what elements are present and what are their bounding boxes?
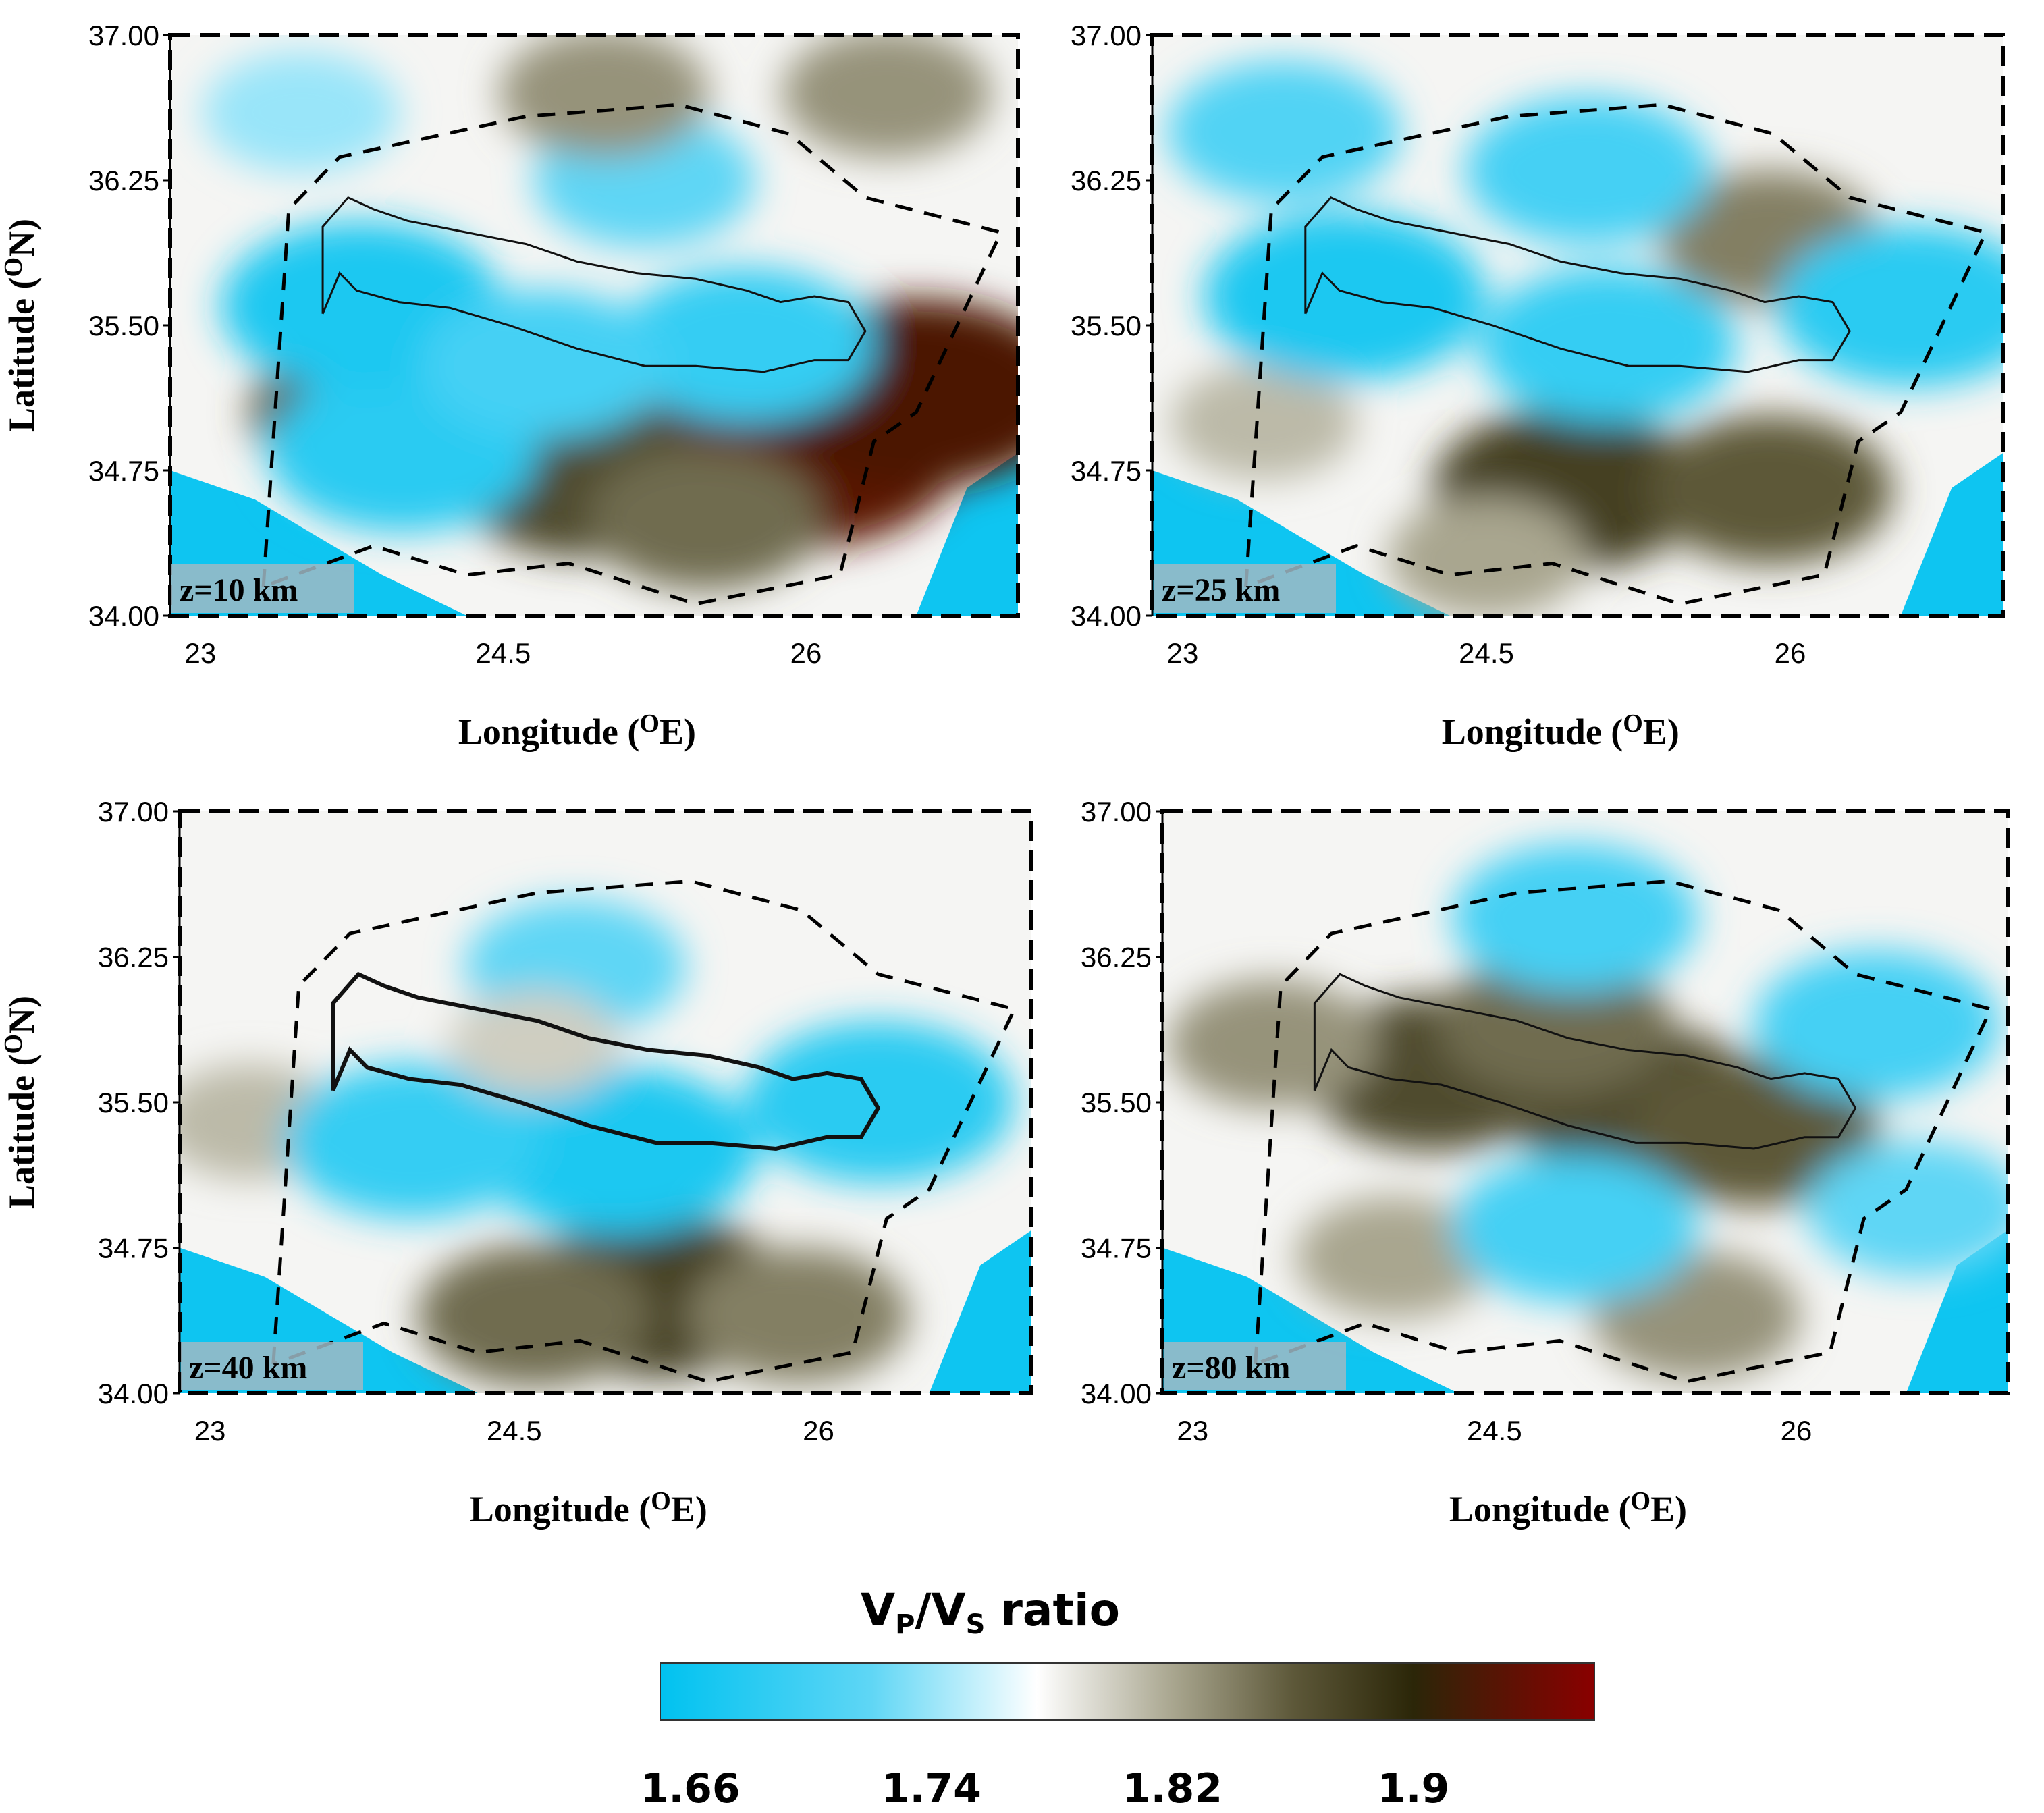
sea-mask <box>1906 1230 2008 1393</box>
x-tick-label: 24.5 <box>476 637 531 669</box>
y-tick-label: 37.00 <box>98 796 169 828</box>
vpvs-anomaly <box>1479 267 1737 423</box>
vpvs-anomaly <box>1171 364 1356 480</box>
sea-mask <box>916 453 1018 616</box>
x-axis-title: Longitude (OE) <box>470 1487 707 1530</box>
resolution-boundary <box>1244 103 1989 606</box>
y-tick-label: 35.50 <box>98 1087 169 1118</box>
vpvs-anomaly <box>1167 61 1401 203</box>
x-tick-label: 23 <box>1177 1415 1208 1446</box>
vpvs-anomaly <box>1465 96 1711 245</box>
vpvs-anomaly <box>1295 1196 1492 1318</box>
vpvs-anomaly <box>1754 950 2000 1100</box>
sea-mask <box>929 1230 1031 1393</box>
y-tick-label: 36.25 <box>1071 165 1141 196</box>
sea-mask <box>1900 453 2003 616</box>
map-panel: 37.00 36.25 35.50 34.75 34.00 23 24.5 26 z=40 km… <box>0 796 1033 1530</box>
vpvs-anomaly <box>1204 212 1486 381</box>
y-tick-label: 37.00 <box>1071 20 1141 51</box>
vpvs-anomaly <box>1168 979 1378 1108</box>
vpvs-anomaly <box>1438 954 1672 1096</box>
vpvs-anomaly <box>687 1248 909 1384</box>
vpvs-anomaly <box>448 990 621 1098</box>
vpvs-anomaly <box>284 1063 542 1219</box>
map-frame <box>178 809 1033 1395</box>
colorbar-title: VP/VS ratio <box>861 1584 1120 1640</box>
resolution-boundary <box>261 103 1004 606</box>
vpvs-anomaly <box>1452 844 1698 993</box>
map-panel: 37.00 36.25 35.50 34.75 34.00 23 24.5 26 z=10 km… <box>0 20 1020 752</box>
y-tick-label: 34.00 <box>1071 600 1141 632</box>
depth-label: z=10 km <box>171 564 354 613</box>
vpvs-anomaly <box>417 1245 651 1387</box>
vpvs-anomaly <box>1806 1141 2008 1277</box>
crete-coastline <box>1304 196 1851 373</box>
vpvs-anomaly <box>421 290 667 439</box>
y-tick-label: 36.25 <box>88 165 159 196</box>
vpvs-anomaly <box>588 448 822 590</box>
y-tick-label: 34.00 <box>98 1378 169 1409</box>
y-tick-label: 34.00 <box>88 600 159 632</box>
vpvs-anomaly <box>475 1066 757 1235</box>
y-tick-label: 36.25 <box>1081 942 1152 973</box>
colorbar-gradient <box>660 1662 1595 1721</box>
y-tick-label: 34.75 <box>1071 455 1141 487</box>
crete-coastline <box>331 971 881 1151</box>
y-tick-label: 35.50 <box>88 310 159 342</box>
vpvs-anomaly <box>1633 1057 1879 1206</box>
resolution-boundary <box>1254 879 1993 1384</box>
x-tick-label: 26 <box>1775 637 1806 669</box>
svg-text:z=80 km: z=80 km <box>1172 1350 1290 1386</box>
depth-label: z=80 km <box>1164 1342 1346 1390</box>
x-tick-label: 24.5 <box>1459 637 1514 669</box>
depth-label: z=25 km <box>1154 564 1336 613</box>
x-axis-title: Longitude (OE) <box>1449 1487 1687 1530</box>
vpvs-anomaly <box>1647 415 1893 564</box>
crete-coastline <box>321 196 867 373</box>
y-axis-title: Latitude (ON) <box>0 996 42 1209</box>
vpvs-anomaly <box>616 267 875 423</box>
y-axis-title: Latitude (ON) <box>0 219 42 432</box>
colorbar: VP/VS ratio 1.66 1.74 1.82 1.9 <box>641 1584 1595 1812</box>
y-tick-label: 34.75 <box>98 1233 169 1264</box>
y-tick-label: 36.25 <box>98 942 169 973</box>
x-tick-label: 24.5 <box>1467 1415 1522 1446</box>
x-tick-label: 23 <box>184 637 216 669</box>
colorbar-tick-label: 1.66 <box>641 1765 741 1812</box>
vpvs-anomaly <box>203 51 400 173</box>
y-tick-label: 37.00 <box>1081 796 1152 828</box>
x-tick-label: 23 <box>194 1415 226 1446</box>
resolution-boundary <box>271 879 1017 1384</box>
x-tick-label: 26 <box>803 1415 834 1446</box>
vpvs-anomaly <box>1777 225 2003 387</box>
map-panel: 37.00 36.25 35.50 34.75 34.00 23 24.5 26 z=80 km… <box>1081 796 2010 1530</box>
vpvs-anomaly <box>1452 1154 1698 1303</box>
crete-coastline <box>1313 973 1857 1150</box>
svg-text:z=25 km: z=25 km <box>1162 572 1280 608</box>
colorbar-tick-label: 1.9 <box>1378 1765 1449 1812</box>
svg-text:z=10 km: z=10 km <box>180 572 298 608</box>
x-axis-title: Longitude (OE) <box>1442 709 1679 752</box>
y-tick-label: 34.00 <box>1081 1378 1152 1409</box>
x-tick-label: 26 <box>1781 1415 1812 1446</box>
vpvs-anomaly <box>782 35 992 157</box>
y-tick-label: 35.50 <box>1081 1087 1152 1118</box>
y-tick-label: 34.75 <box>88 455 159 487</box>
svg-text:z=40 km: z=40 km <box>189 1350 307 1386</box>
depth-label: z=40 km <box>181 1342 363 1390</box>
vpvs-anomaly <box>1388 497 1585 616</box>
vpvs-anomaly <box>744 1021 1015 1183</box>
y-tick-label: 37.00 <box>88 20 159 51</box>
x-tick-label: 23 <box>1167 637 1199 669</box>
colorbar-tick-label: 1.82 <box>1123 1765 1222 1812</box>
vpvs-anomaly <box>499 35 709 157</box>
y-tick-label: 35.50 <box>1071 310 1141 342</box>
y-tick-label: 34.75 <box>1081 1233 1152 1264</box>
x-tick-label: 24.5 <box>487 1415 542 1446</box>
x-tick-label: 26 <box>790 637 822 669</box>
map-panel: 37.00 36.25 35.50 34.75 34.00 23 24.5 26 z=25 km… <box>1071 20 2005 752</box>
colorbar-tick-label: 1.74 <box>882 1765 981 1812</box>
x-axis-title: Longitude (OE) <box>458 709 696 752</box>
